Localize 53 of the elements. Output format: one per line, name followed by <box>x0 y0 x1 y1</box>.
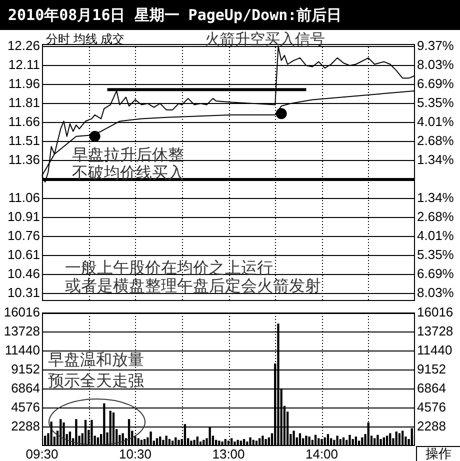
y-tick-label: 4576 <box>11 400 40 415</box>
y2-tick-label: 6864 <box>417 380 446 396</box>
y-tick-label: 10.91 <box>7 209 40 224</box>
y-tick-label: 11.36 <box>8 152 40 168</box>
chart-title: 2010年08月16日 星期一 PageUp/Down:前后日 <box>0 0 460 30</box>
y2-tick-label: 8.03% <box>417 285 454 300</box>
y-tick-label: 12.11 <box>8 57 40 72</box>
y2-tick-label: 5.35% <box>417 247 454 262</box>
y2-tick-label: 4576 <box>417 400 446 415</box>
y2-tick-label: 9152 <box>417 362 446 377</box>
y-tick-label: 11.96 <box>8 76 40 92</box>
y-tick-label: 11.81 <box>8 95 40 110</box>
x-tick-label: 09:30 <box>26 446 58 461</box>
annotation: 一般上午股价在均价之上运行 <box>65 258 273 277</box>
y-tick-label: 16016 <box>4 304 40 320</box>
annotation: 或者是横盘整理午盘后定会火箭发射 <box>65 276 321 295</box>
y2-tick-label: 11440 <box>417 342 452 358</box>
y2-tick-label: 4.01% <box>417 228 454 244</box>
y-tick-label: 13728 <box>4 324 40 339</box>
annotation: 火箭升空买入信号 <box>205 30 325 48</box>
y2-tick-label: 8.03% <box>417 57 454 72</box>
y2-tick-label: 13728 <box>417 324 454 339</box>
y-tick-label: 11.51 <box>8 133 40 148</box>
y2-tick-label: 5.35% <box>417 95 454 110</box>
y2-tick-label: 6.69% <box>417 266 454 282</box>
y-tick-label: 6864 <box>11 380 40 396</box>
x-tick-label: 10:30 <box>118 446 152 461</box>
y2-tick-label: 9.37% <box>417 38 454 54</box>
annotation: 预示全天走强 <box>48 371 144 390</box>
y-tick-label: 10.46 <box>7 266 40 281</box>
y2-tick-label: 16016 <box>417 304 454 320</box>
y-tick-label: 11.66 <box>8 114 40 130</box>
y-tick-label: 9152 <box>11 362 40 377</box>
annotation: 早盘温和放量 <box>48 350 144 369</box>
y2-tick-label: 1.34% <box>417 152 454 168</box>
y-tick-label: 10.61 <box>7 247 40 262</box>
x-tick-label: 13:00 <box>212 446 245 461</box>
y-tick-label: 11440 <box>4 342 40 358</box>
y-tick-label: 11.06 <box>8 190 40 206</box>
y-tick-label: 10.31 <box>7 284 40 300</box>
y2-tick-label: 1.34% <box>417 190 454 206</box>
annotation: 早盘拉升后休整 <box>72 145 184 164</box>
y-tick-label: 12.26 <box>7 38 40 54</box>
y2-tick-label: 2288 <box>417 418 446 434</box>
y2-tick-label: 2.68% <box>417 209 454 224</box>
x-tick-label: 14:00 <box>305 446 338 461</box>
annotation: 不破均价线买入 <box>72 163 184 182</box>
y-tick-label: 10.76 <box>7 228 40 244</box>
y2-tick-label: 4.01% <box>417 114 454 130</box>
y2-tick-label: 2.68% <box>417 133 454 148</box>
y-tick-label: 2288 <box>11 418 40 434</box>
y2-tick-label: 6.69% <box>417 76 454 92</box>
text: 操作 <box>416 446 460 461</box>
